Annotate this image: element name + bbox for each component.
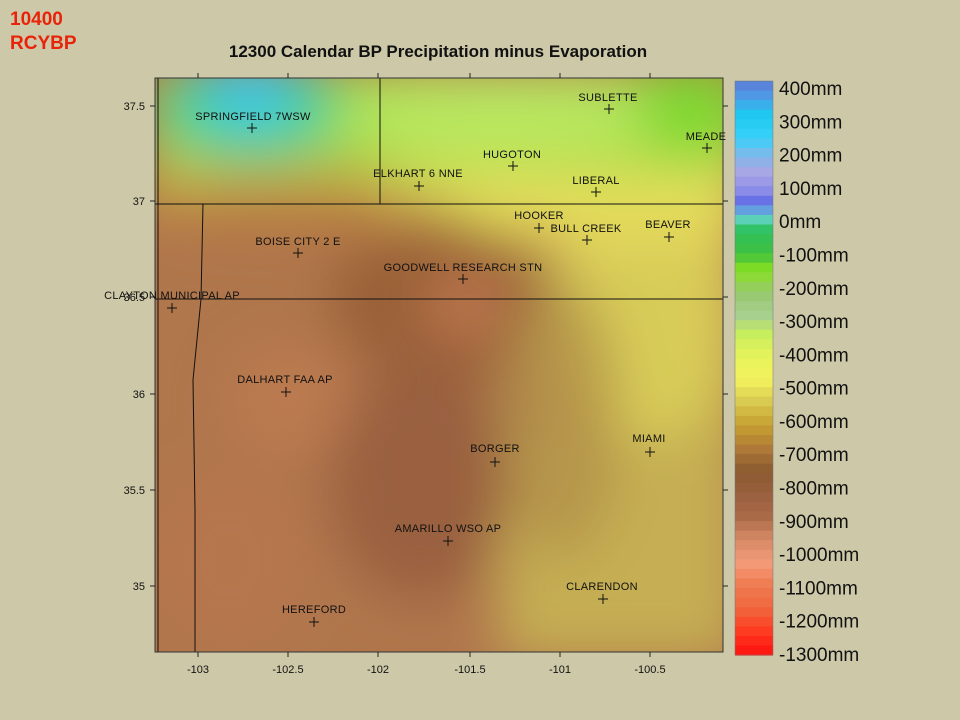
lon-tick-label: -103 bbox=[187, 664, 209, 676]
station-marker: BULL CREEK bbox=[550, 223, 622, 245]
station-label: HUGOTON bbox=[483, 149, 541, 161]
station-label: ELKHART 6 NNE bbox=[373, 168, 463, 180]
station-label: DALHART FAA AP bbox=[237, 374, 333, 386]
station-label: GOODWELL RESEARCH STN bbox=[384, 262, 543, 274]
station-label: CLAYTON MUNICIPAL AP bbox=[104, 290, 240, 302]
station-marker: CLARENDON bbox=[566, 581, 638, 604]
station-label: MIAMI bbox=[632, 433, 665, 445]
corner-label: 10400 RCYBP bbox=[10, 8, 77, 56]
station-marker: LIBERAL bbox=[572, 175, 619, 197]
station-marker: HEREFORD bbox=[282, 604, 346, 627]
station-marker: CLAYTON MUNICIPAL AP bbox=[104, 290, 240, 313]
station-marker: ELKHART 6 NNE bbox=[373, 168, 463, 191]
legend-label: -700mm bbox=[779, 445, 849, 466]
legend-label: -600mm bbox=[779, 412, 849, 433]
corner-label-unit: RCYBP bbox=[10, 33, 77, 54]
station-label: BULL CREEK bbox=[550, 223, 621, 235]
legend-label: 100mm bbox=[779, 179, 842, 200]
lat-tick-label: 37 bbox=[133, 196, 145, 208]
corner-label-year: 10400 bbox=[10, 9, 63, 30]
station-marker: AMARILLO WSO AP bbox=[395, 523, 502, 546]
map-frame bbox=[154, 77, 724, 653]
station-marker: SUBLETTE bbox=[578, 92, 637, 114]
legend-label: 0mm bbox=[779, 212, 821, 233]
station-marker: DALHART FAA AP bbox=[237, 374, 333, 397]
station-label: HEREFORD bbox=[282, 604, 346, 616]
station-label: BORGER bbox=[470, 443, 519, 455]
legend-label: 200mm bbox=[779, 146, 842, 167]
lat-tick-label: 36.5 bbox=[124, 292, 145, 304]
station-marker: BOISE CITY 2 E bbox=[255, 236, 340, 258]
station-label: AMARILLO WSO AP bbox=[395, 523, 502, 535]
lat-tick-label: 36 bbox=[133, 389, 145, 401]
latitude-axis: 37.5 37 36.5 36 35.5 35 bbox=[124, 101, 728, 593]
legend-label: -300mm bbox=[779, 312, 849, 333]
station-label: LIBERAL bbox=[572, 175, 619, 187]
longitude-axis: -103 -102.5 -102 -101.5 -101 -100.5 bbox=[187, 73, 666, 676]
station-label: MEADE bbox=[686, 131, 727, 143]
legend-label: -900mm bbox=[779, 512, 849, 533]
lat-tick-label: 37.5 bbox=[124, 101, 145, 113]
station-layer: SPRINGFIELD 7WSW SUBLETTE MEADE HUGOTON ELKH… bbox=[104, 92, 726, 627]
legend-label: -1300mm bbox=[779, 645, 859, 666]
lon-tick-label: -101 bbox=[549, 664, 571, 676]
color-legend: 400mm 300mm 200mm 100mm 0mm -100mm -200mm -300m… bbox=[734, 79, 859, 666]
station-label: BOISE CITY 2 E bbox=[255, 236, 340, 248]
legend-label: -400mm bbox=[779, 345, 849, 366]
station-label: CLARENDON bbox=[566, 581, 638, 593]
lon-tick-label: -102.5 bbox=[272, 664, 303, 676]
lon-tick-label: -102 bbox=[367, 664, 389, 676]
station-marker: MEADE bbox=[686, 131, 727, 153]
station-label: SPRINGFIELD 7WSW bbox=[195, 111, 311, 123]
lon-tick-label: -101.5 bbox=[454, 664, 485, 676]
legend-label: -200mm bbox=[779, 279, 849, 300]
legend-label: 400mm bbox=[779, 79, 842, 100]
lon-tick-label: -100.5 bbox=[634, 664, 665, 676]
legend-label: -800mm bbox=[779, 479, 849, 500]
station-marker: MIAMI bbox=[632, 433, 665, 457]
contour-field bbox=[155, 78, 723, 652]
station-marker: BEAVER bbox=[645, 219, 691, 242]
legend-label: -1100mm bbox=[779, 578, 858, 599]
station-marker: BORGER bbox=[470, 443, 519, 467]
lat-tick-label: 35.5 bbox=[124, 485, 145, 497]
legend-label: -100mm bbox=[779, 245, 849, 266]
legend-label: 300mm bbox=[779, 112, 842, 133]
station-marker: HOOKER bbox=[514, 210, 563, 233]
legend-label: -1200mm bbox=[779, 612, 859, 633]
legend-label: -1000mm bbox=[779, 545, 859, 566]
legend-colorbar bbox=[734, 80, 774, 656]
station-marker: GOODWELL RESEARCH STN bbox=[384, 262, 543, 284]
legend-label: -500mm bbox=[779, 379, 849, 400]
map-title: 12300 Calendar BP Precipitation minus Ev… bbox=[229, 42, 647, 61]
station-marker: HUGOTON bbox=[483, 149, 541, 171]
station-marker: SPRINGFIELD 7WSW bbox=[195, 111, 311, 133]
station-label: BEAVER bbox=[645, 219, 691, 231]
station-label: SUBLETTE bbox=[578, 92, 637, 104]
lat-tick-label: 35 bbox=[133, 581, 145, 593]
station-label: HOOKER bbox=[514, 210, 563, 222]
